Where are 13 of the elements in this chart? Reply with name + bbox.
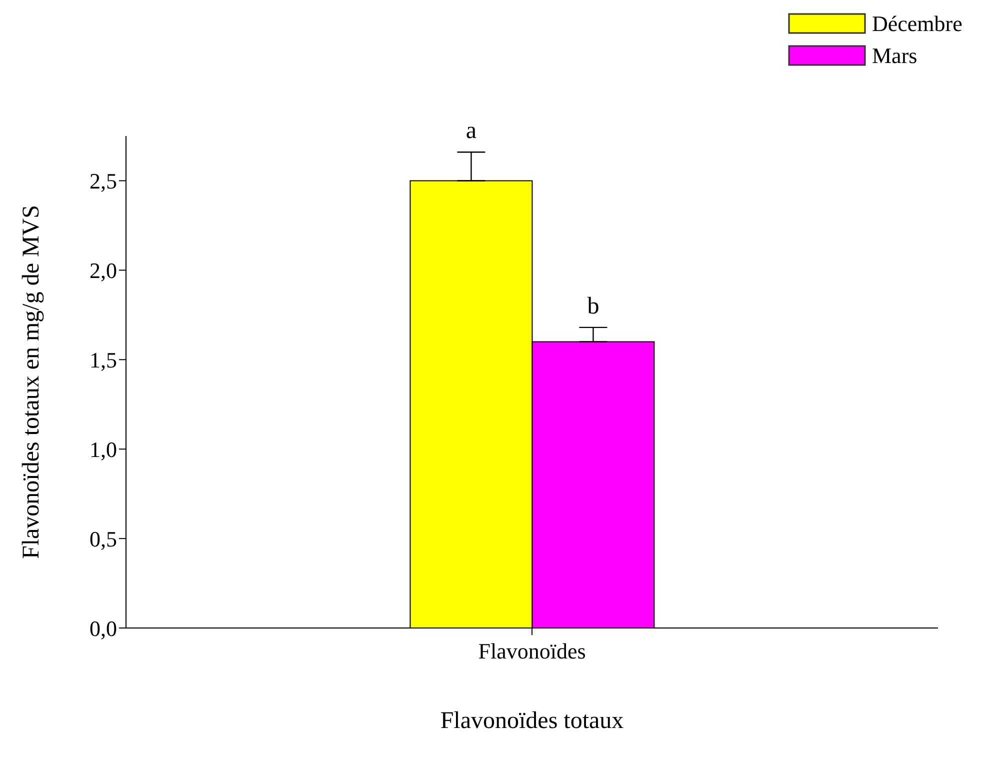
y-axis-title: Flavonoïdes totaux en mg/g de MVS <box>18 205 45 559</box>
x-tick-label: Flavonoïdes <box>478 638 586 664</box>
x-axis-title: Flavonoïdes totaux <box>440 708 624 734</box>
y-tick-label: 0,5 <box>90 526 117 552</box>
y-tick-label: 1,0 <box>90 436 117 462</box>
legend-label: Mars <box>872 43 918 69</box>
y-tick-label: 2,5 <box>90 168 117 194</box>
legend-label: Décembre <box>872 11 962 37</box>
y-tick-label: 0,0 <box>90 616 117 641</box>
y-tick-label: 1,5 <box>90 347 117 372</box>
y-tick-label: 2,0 <box>90 258 117 283</box>
annotation: b <box>587 293 600 320</box>
annotation: a <box>466 118 477 144</box>
